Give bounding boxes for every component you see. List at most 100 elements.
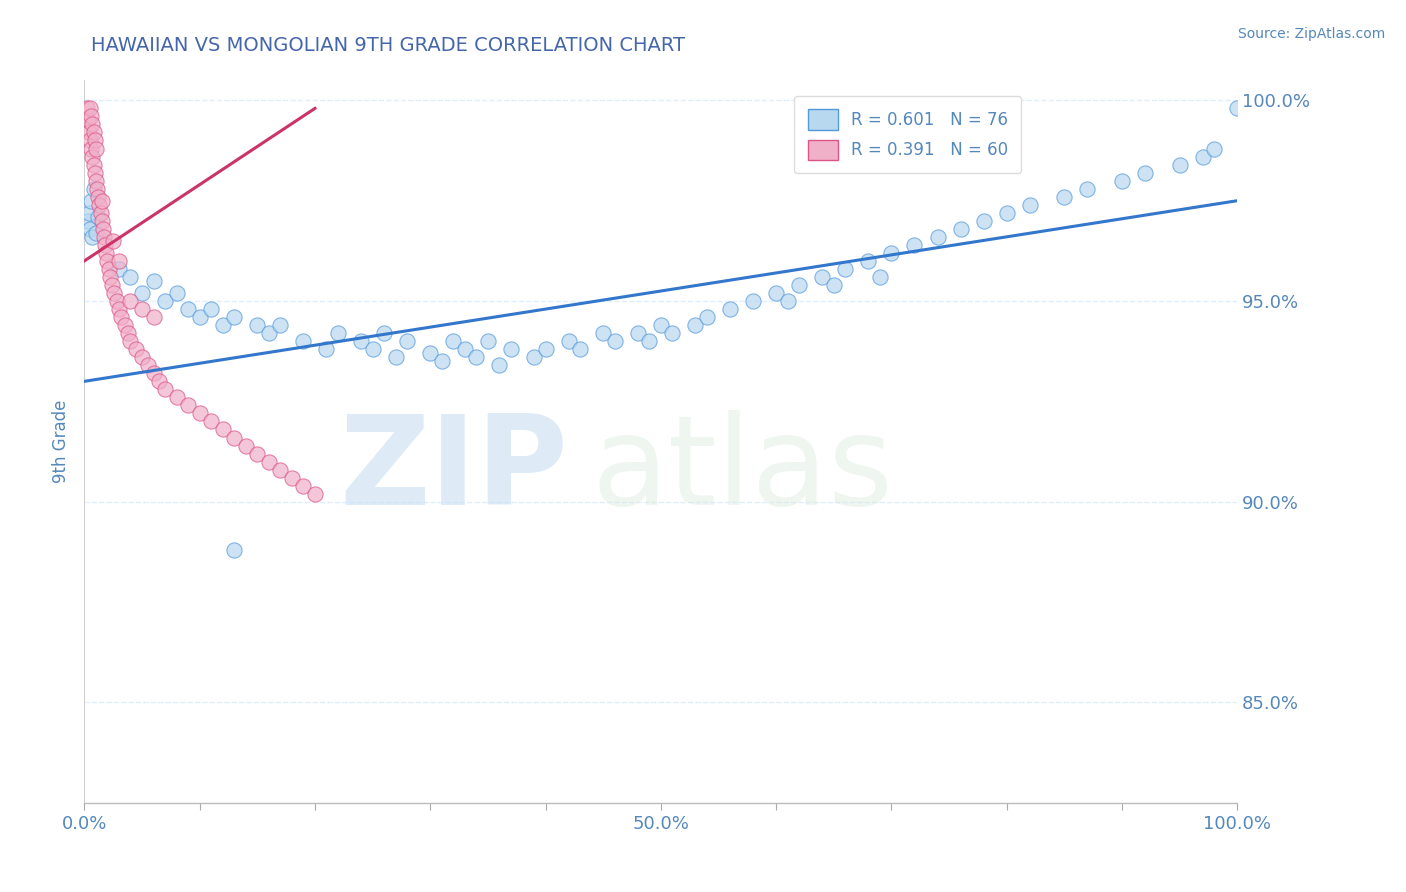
Point	[235, 439, 257, 453]
Point	[117, 326, 139, 341]
Point	[120, 294, 142, 309]
Point	[94, 238, 117, 252]
Point	[465, 350, 488, 364]
Point	[84, 142, 107, 156]
Point	[76, 113, 98, 128]
Point	[103, 234, 124, 248]
Point	[1191, 149, 1213, 163]
Point	[93, 230, 115, 244]
Point	[1168, 158, 1191, 172]
Point	[98, 270, 121, 285]
Point	[200, 414, 222, 428]
Point	[120, 334, 142, 349]
Point	[696, 310, 718, 325]
Point	[246, 318, 269, 333]
Point	[742, 294, 765, 309]
Text: ZIP: ZIP	[340, 410, 568, 531]
Point	[627, 326, 650, 341]
Point	[257, 455, 280, 469]
Point	[454, 343, 477, 357]
Point	[396, 334, 419, 349]
Point	[101, 278, 124, 293]
Point	[638, 334, 661, 349]
Point	[87, 210, 110, 224]
Point	[82, 117, 104, 131]
Point	[949, 222, 972, 236]
Point	[77, 125, 100, 139]
Point	[869, 270, 891, 285]
Point	[131, 286, 153, 301]
Point	[927, 230, 949, 244]
Point	[136, 358, 159, 372]
Point	[108, 301, 131, 317]
Point	[373, 326, 395, 341]
Point	[488, 358, 510, 372]
Point	[80, 194, 103, 208]
Point	[1076, 181, 1098, 195]
Point	[224, 543, 246, 558]
Point	[903, 238, 925, 252]
Point	[534, 343, 557, 357]
Point	[211, 318, 233, 333]
Point	[166, 286, 188, 301]
Point	[557, 334, 579, 349]
Point	[1053, 190, 1076, 204]
Point	[880, 246, 903, 260]
Point	[148, 374, 170, 388]
Point	[661, 326, 683, 341]
Point	[430, 354, 453, 368]
Point	[269, 462, 291, 476]
Point	[89, 206, 111, 220]
Point	[114, 318, 136, 333]
Text: atlas: atlas	[592, 410, 894, 531]
Point	[153, 294, 176, 309]
Point	[1111, 174, 1133, 188]
Legend: R = 0.601   N = 76, R = 0.391   N = 60: R = 0.601 N = 76, R = 0.391 N = 60	[794, 95, 1021, 173]
Point	[685, 318, 707, 333]
Point	[177, 301, 200, 317]
Point	[96, 246, 118, 260]
Point	[211, 423, 233, 437]
Point	[76, 101, 98, 115]
Point	[108, 254, 131, 268]
Point	[973, 213, 995, 227]
Point	[84, 226, 107, 240]
Point	[718, 301, 741, 317]
Point	[592, 326, 614, 341]
Point	[83, 133, 105, 147]
Point	[142, 274, 165, 288]
Point	[82, 149, 104, 163]
Point	[650, 318, 672, 333]
Point	[499, 343, 522, 357]
Point	[811, 270, 834, 285]
Point	[90, 213, 112, 227]
Point	[90, 194, 112, 208]
Point	[834, 262, 856, 277]
Point	[776, 294, 799, 309]
Point	[105, 294, 128, 309]
Point	[787, 278, 810, 293]
Point	[523, 350, 546, 364]
Point	[281, 471, 304, 485]
Point	[257, 326, 280, 341]
Point	[326, 326, 349, 341]
Point	[1204, 142, 1226, 156]
Point	[188, 310, 211, 325]
Point	[1018, 197, 1040, 211]
Point	[166, 391, 188, 405]
Point	[79, 101, 101, 115]
Point	[79, 133, 101, 147]
Point	[304, 487, 326, 501]
Point	[224, 310, 246, 325]
Point	[80, 109, 103, 123]
Point	[131, 301, 153, 317]
Text: HAWAIIAN VS MONGOLIAN 9TH GRADE CORRELATION CHART: HAWAIIAN VS MONGOLIAN 9TH GRADE CORRELAT…	[91, 36, 685, 54]
Point	[200, 301, 222, 317]
Point	[477, 334, 499, 349]
Point	[1226, 101, 1249, 115]
Text: Source: ZipAtlas.com: Source: ZipAtlas.com	[1237, 27, 1385, 41]
Point	[83, 125, 105, 139]
Point	[142, 310, 165, 325]
Point	[86, 181, 108, 195]
Point	[419, 346, 441, 360]
